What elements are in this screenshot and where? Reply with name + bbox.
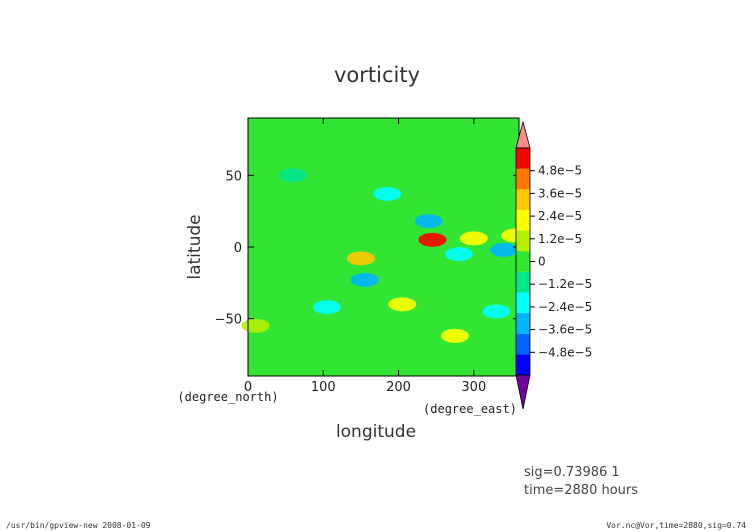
vorticity-feature-5 [388, 297, 417, 312]
vorticity-feature-2 [346, 251, 375, 266]
x-axis: 0 100 200 300 [244, 118, 486, 395]
time-info: time=2880 hours [524, 483, 638, 498]
colorbar-tick-label: −1.2e−5 [538, 277, 592, 291]
colorbar-tick-label: −4.8e−5 [538, 345, 592, 359]
y-unit-label: (degree_north) [177, 390, 278, 404]
vorticity-feature-9 [373, 186, 402, 201]
colorbar-tick-label: 4.8e−5 [538, 164, 582, 178]
x-tick-label: 300 [461, 380, 486, 395]
footer-right: Vor.nc@Vor,time=2880,sig=0.74 [606, 521, 746, 530]
colorbar-bin [516, 354, 530, 375]
plot-background [248, 118, 519, 376]
colorbar-bin [516, 168, 530, 190]
y-tick-label: 0 [234, 241, 242, 256]
colorbar-bin [516, 148, 530, 169]
vorticity-feature-11 [489, 242, 518, 257]
colorbar: 4.8e−5 3.6e−5 2.4e−5 1.2e−5 0 −1.2e−5 −2.4e−5 −… [515, 120, 592, 410]
vorticity-feature-3 [459, 231, 488, 246]
vorticity-feature-6 [441, 328, 470, 343]
vorticity-field [241, 168, 530, 343]
colorbar-bin [516, 333, 530, 355]
x-tick-label: 200 [386, 380, 411, 395]
y-tick-label: −50 [215, 313, 242, 328]
vorticity-feature-13 [444, 247, 473, 262]
colorbar-bin [516, 313, 530, 334]
colorbar-tick-label: −2.4e−5 [538, 300, 592, 314]
y-tick-label: 50 [225, 169, 242, 184]
colorbar-bin [516, 230, 530, 252]
colorbar-bin [516, 251, 530, 272]
footer-left: /usr/bin/gpview-new 2008-01-09 [6, 521, 151, 530]
colorbar-tick-label: 0 [538, 255, 546, 269]
chart-title: vorticity [334, 63, 420, 87]
sig-info: sig=0.73986 1 [524, 465, 620, 480]
colorbar-lower-extension [515, 374, 531, 410]
colorbar-bin [516, 189, 530, 210]
x-unit-label: (degree_east) [423, 402, 517, 416]
vorticity-feature-8 [414, 214, 443, 229]
x-tick-label: 0 [244, 380, 252, 395]
colorbar-tick-label: 1.2e−5 [538, 232, 582, 246]
vorticity-feature-12 [482, 304, 511, 319]
x-axis-title: longitude [336, 422, 416, 442]
y-axis-title: latitude [185, 214, 205, 279]
x-tick-label: 100 [311, 380, 336, 395]
colorbar-tick-label: −3.6e−5 [538, 323, 592, 337]
vorticity-feature-1 [418, 232, 447, 247]
colorbar-tick-label: 2.4e−5 [538, 209, 582, 223]
vorticity-feature-10 [350, 272, 379, 287]
heatmap-plot [241, 117, 530, 377]
colorbar-bin [516, 292, 530, 314]
colorbar-bin [516, 271, 530, 293]
vorticity-feature-15 [279, 168, 308, 183]
vorticity-feature-14 [313, 300, 342, 315]
vorticity-feature-7 [241, 318, 270, 333]
colorbar-tick-label: 3.6e−5 [538, 186, 582, 200]
colorbar-bin [516, 209, 530, 231]
